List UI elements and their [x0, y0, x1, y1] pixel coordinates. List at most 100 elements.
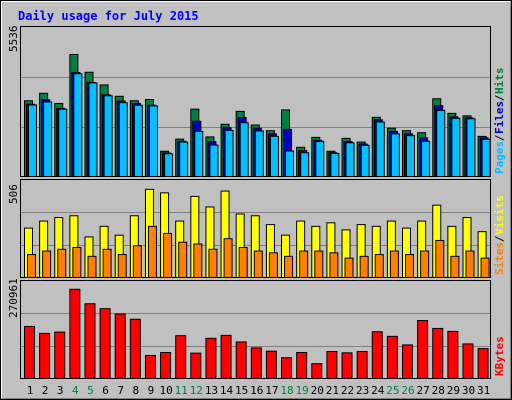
visits-panel-sites-bar-day-1-fill	[27, 254, 36, 278]
hits-panel-pages-bar-day-13-fill	[209, 144, 219, 177]
kbytes-panel-kbytes-bar-day-26-fill	[402, 344, 413, 379]
visits-panel-sites-bar-day-2	[42, 250, 52, 279]
hits-panel-pages-bar-day-27	[421, 140, 431, 177]
hits-panel-legend-files: Files	[493, 101, 506, 134]
visits-panel-sites-bar-day-2-fill	[42, 250, 52, 279]
x-label-day-13: 13	[205, 384, 218, 397]
hits-panel-pages-bar-day-11-fill	[179, 141, 189, 178]
x-label-day-26: 26	[401, 384, 414, 397]
kbytes-panel-kbytes-bar-day-5-fill	[84, 303, 96, 380]
visits-panel-sites-bar-day-18	[284, 255, 294, 279]
visits-panel-sites-bar-day-13	[208, 248, 218, 278]
hits-panel-pages-bar-day-17	[269, 135, 279, 178]
hits-panel-pages-bar-day-2-fill	[43, 101, 53, 177]
visits-panel-sites-bar-day-28	[435, 239, 445, 278]
x-label-day-11: 11	[175, 384, 188, 397]
hits-panel-pages-bar-day-5	[88, 82, 98, 177]
kbytes-panel-kbytes-bar-day-2-fill	[39, 332, 51, 379]
visits-panel-sites-bar-day-24-fill	[374, 254, 384, 278]
x-label-day-28: 28	[432, 384, 445, 397]
visits-panel-sites-bar-day-17	[268, 252, 278, 279]
hits-panel-pages-bar-day-19-fill	[300, 152, 310, 177]
hits-panel-legend-hits: Hits	[493, 68, 506, 95]
visits-panel-sites-bar-day-23-fill	[359, 255, 369, 279]
kbytes-panel-kbytes-bar-day-29	[447, 330, 459, 379]
x-label-day-8: 8	[133, 384, 140, 397]
hits-panel-pages-bar-day-26-fill	[406, 135, 415, 177]
kbytes-panel-kbytes-bar-day-6-fill	[99, 308, 111, 379]
visits-panel-sites-bar-day-27	[420, 250, 430, 279]
visits-panel-sites-bar-day-7-fill	[117, 254, 127, 278]
visits-panel-legend-visits: Visits	[493, 195, 506, 235]
visits-panel-sites-bar-day-17-fill	[268, 252, 278, 279]
hits-panel-pages-bar-day-16	[254, 130, 264, 177]
hits-panel-pages-bar-day-26	[406, 135, 415, 177]
x-label-day-9: 9	[148, 384, 155, 397]
visits-panel-sites-bar-day-8-fill	[132, 245, 142, 279]
hits-panel-legend-pages: Pages	[493, 141, 506, 174]
kbytes-panel-legend-kbytes: KBytes	[493, 336, 506, 376]
kbytes-panel-kbytes-bar-day-13-fill	[205, 337, 217, 380]
hits-panel-pages-bar-day-24	[375, 121, 385, 177]
visits-panel-sites-bar-day-10-fill	[163, 232, 173, 278]
hits-panel-pages-bar-day-29	[451, 117, 461, 177]
hits-panel-pages-bar-day-29-fill	[451, 117, 461, 177]
visits-panel-sites-bar-day-5	[87, 255, 97, 279]
x-label-day-1: 1	[27, 384, 34, 397]
kbytes-panel-kbytes-bar-day-3-fill	[54, 331, 66, 379]
visits-panel-sites-bar-day-9	[147, 225, 157, 278]
kbytes-panel-kbytes-bar-day-1-fill	[24, 325, 35, 379]
visits-panel-sites-bar-day-4-fill	[72, 247, 82, 279]
kbytes-panel-kbytes-bar-day-14	[220, 334, 232, 379]
kbytes-panel-kbytes-bar-day-25	[386, 335, 398, 380]
visits-panel-sites-bar-day-5-fill	[87, 255, 97, 279]
x-label-day-6: 6	[102, 384, 109, 397]
visits-panel-sites-bar-day-31	[480, 257, 490, 279]
x-label-day-23: 23	[356, 384, 369, 397]
visits-panel-sites-bar-day-4	[72, 247, 82, 279]
visits-panel-sites-bar-day-7	[117, 254, 127, 278]
hits-panel-pages-bar-day-28	[436, 109, 446, 177]
kbytes-panel-kbytes-bar-day-25-fill	[386, 335, 398, 380]
x-label-day-27: 27	[416, 384, 429, 397]
hits-panel-pages-bar-day-10	[164, 153, 174, 177]
visits-panel-sites-bar-day-11	[178, 241, 188, 279]
x-label-day-12: 12	[190, 384, 203, 397]
hits-panel-legend-separator-2: /	[493, 94, 506, 101]
visits-panel-sites-bar-day-30	[465, 250, 475, 279]
visits-panel-sites-bar-day-22	[344, 257, 354, 279]
hits-panel-pages-bar-day-21-fill	[330, 152, 340, 178]
visits-panel-sites-bar-day-19-fill	[299, 250, 309, 279]
kbytes-panel-kbytes-bar-day-28-fill	[432, 327, 444, 379]
chart-title: Daily usage for July 2015	[18, 9, 199, 23]
x-label-day-18: 18	[280, 384, 293, 397]
bars-layer	[24, 53, 491, 380]
visits-panel-sites-bar-day-15-fill	[238, 247, 248, 279]
visits-panel-sites-bar-day-12-fill	[193, 243, 203, 278]
kbytes-panel-kbytes-bar-day-27-fill	[417, 320, 429, 380]
kbytes-panel-kbytes-bar-day-27	[417, 320, 429, 380]
hits-panel-pages-bar-day-25-fill	[390, 133, 400, 177]
visits-panel-sites-bar-day-6	[102, 248, 112, 278]
visits-panel-sites-bar-day-8	[132, 245, 142, 279]
hits-panel-pages-bar-day-20	[315, 141, 325, 177]
kbytes-panel-kbytes-bar-day-9-fill	[144, 354, 156, 380]
visits-panel-sites-bar-day-29	[450, 255, 460, 279]
hits-panel-pages-bar-day-7-fill	[118, 102, 128, 177]
hits-panel-pages-bar-day-8	[133, 104, 143, 177]
kbytes-panel-kbytes-bar-day-1	[24, 325, 35, 379]
kbytes-panel-kbytes-bar-day-3	[54, 331, 66, 379]
kbytes-panel-kbytes-bar-day-8-fill	[129, 318, 141, 380]
kbytes-panel-kbytes-bar-day-4	[69, 288, 81, 380]
x-label-day-21: 21	[326, 384, 339, 397]
x-label-day-29: 29	[447, 384, 460, 397]
kbytes-panel-kbytes-bar-day-17	[265, 350, 277, 379]
visits-panel-sites-bar-day-3-fill	[57, 248, 67, 278]
hits-panel-pages-bar-day-13	[209, 144, 219, 177]
kbytes-panel-kbytes-bar-day-22-fill	[341, 352, 353, 380]
kbytes-panel-kbytes-bar-day-6	[99, 308, 111, 379]
kbytes-panel-kbytes-bar-day-24-fill	[371, 331, 383, 379]
visits-panel-sites-bar-day-16	[253, 250, 263, 279]
kbytes-panel-kbytes-bar-day-9	[144, 354, 156, 380]
